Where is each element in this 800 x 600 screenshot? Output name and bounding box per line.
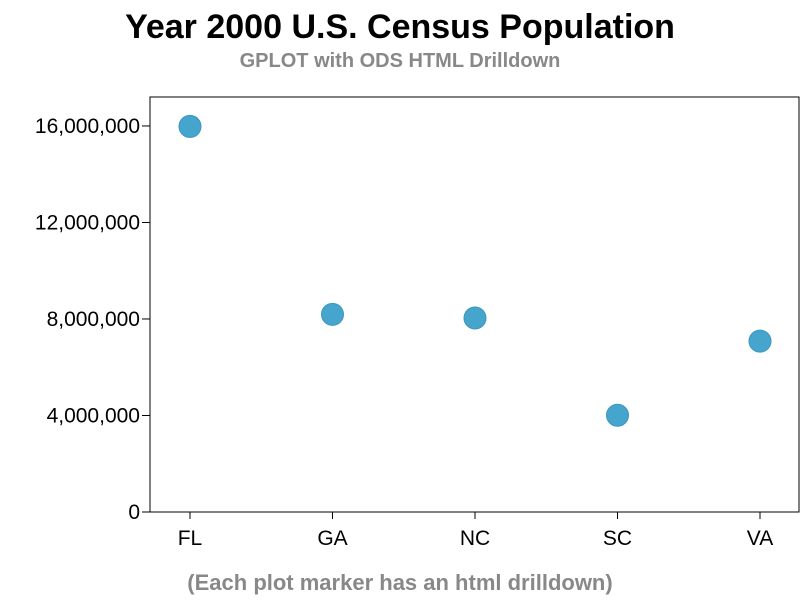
- x-tick-label-va: VA: [747, 527, 773, 550]
- plot-marker-nc[interactable]: [463, 306, 487, 330]
- y-tick-label: 0: [128, 501, 140, 524]
- y-tick-label: 4,000,000: [47, 404, 140, 427]
- x-tick-label-fl: FL: [178, 527, 203, 550]
- y-tick-label: 12,000,000: [35, 211, 140, 234]
- plot-marker-fl[interactable]: [178, 114, 202, 138]
- y-axis: 0 4,000,000 8,000,000 12,000,000 16,000,000: [35, 115, 150, 524]
- plot-marker-sc[interactable]: [606, 403, 629, 427]
- x-tick-label-ga: GA: [317, 527, 347, 550]
- chart-title: Year 2000 U.S. Census Population: [125, 8, 675, 46]
- plot-markers: [178, 114, 772, 427]
- y-tick-label: 8,000,000: [47, 308, 140, 331]
- chart-subtitle: GPLOT with ODS HTML Drilldown: [239, 50, 561, 72]
- x-axis: FL GA NC SC VA: [178, 512, 773, 550]
- plot-marker-ga[interactable]: [321, 302, 344, 326]
- x-tick-label-sc: SC: [603, 527, 632, 550]
- x-tick-label-nc: NC: [460, 527, 490, 550]
- chart-footnote: (Each plot marker has an html drilldown): [187, 570, 613, 595]
- y-tick-label: 16,000,000: [35, 115, 140, 138]
- plot-frame: [149, 96, 800, 513]
- plot-marker-va[interactable]: [748, 329, 772, 353]
